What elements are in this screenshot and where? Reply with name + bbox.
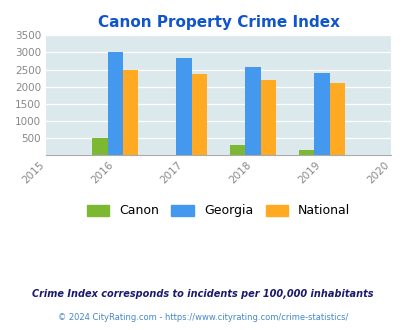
Text: © 2024 CityRating.com - https://www.cityrating.com/crime-statistics/: © 2024 CityRating.com - https://www.city… [58,313,347,322]
Bar [230,146,245,155]
Bar [245,67,260,155]
Text: Crime Index corresponds to incidents per 100,000 inhabitants: Crime Index corresponds to incidents per… [32,289,373,299]
Bar [107,52,122,155]
Bar [313,73,329,155]
Bar [122,70,138,155]
Bar [176,57,191,155]
Bar [298,150,313,155]
Bar [92,138,107,155]
Bar [191,74,206,155]
Bar [329,83,344,155]
Title: Canon Property Crime Index: Canon Property Crime Index [97,15,339,30]
Bar [260,80,275,155]
Legend: Canon, Georgia, National: Canon, Georgia, National [81,199,355,222]
